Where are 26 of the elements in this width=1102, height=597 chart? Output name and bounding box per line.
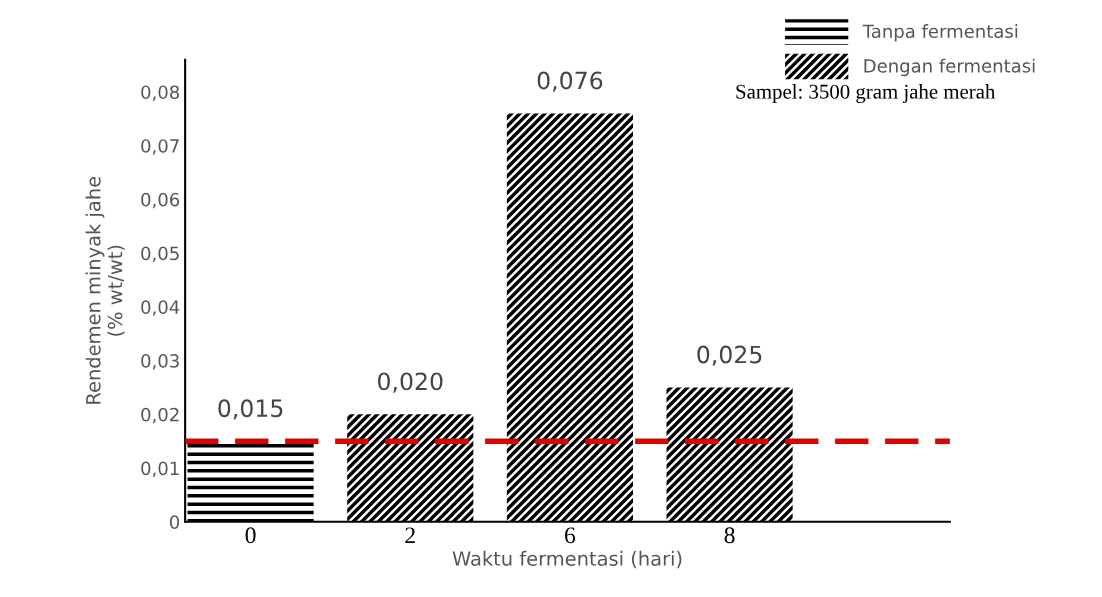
x-tick-label: 8	[724, 527, 735, 544]
bar	[187, 441, 314, 522]
y-tick-label: 0,05	[141, 246, 179, 263]
y-axis-title: Rendemen minyak jahe (% wt/wt)	[85, 176, 125, 404]
x-tick-label: 6	[565, 527, 576, 544]
legend-label: Dengan fermentasi	[864, 58, 1035, 77]
data-label: 0,076	[537, 71, 603, 92]
x-tick-label: 0	[245, 527, 256, 544]
data-label: 0,015	[218, 399, 283, 420]
y-tick-label: 0,07	[141, 139, 179, 155]
y-tick-label: 0,03	[141, 354, 179, 370]
data-label: 0,020	[378, 372, 443, 393]
y-tick-label: 0,04	[141, 300, 180, 316]
y-tick-label: 0,02	[141, 407, 179, 424]
y-tick-label: 0	[169, 515, 180, 529]
y-tick-label: 0,08	[141, 85, 180, 101]
legend-label: Tanpa fermentasi	[862, 24, 1018, 42]
data-label: 0,025	[697, 345, 762, 366]
bar	[347, 414, 474, 522]
x-tick-label: 2	[405, 527, 415, 544]
y-tick-label: 0,06	[141, 192, 180, 209]
bar	[506, 113, 633, 522]
bar	[666, 387, 793, 522]
annotation: Sampel: 3500 gram jahe merah	[736, 84, 996, 103]
y-tick-label: 0,01	[141, 461, 179, 478]
x-axis-title: Waktu fermentasi (hari)	[452, 550, 682, 569]
